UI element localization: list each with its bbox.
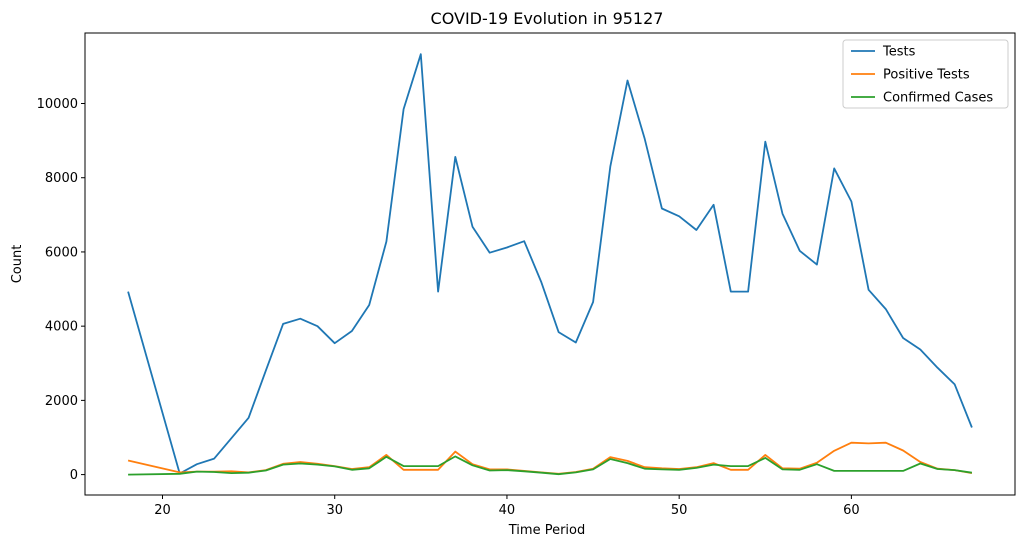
legend-label: Tests [882,45,916,60]
series-line-tests [127,53,973,475]
y-tick-label: 10000 [37,97,78,112]
chart-title: COVID-19 Evolution in 95127 [431,9,664,28]
y-tick-label: 2000 [45,394,78,409]
plot-area [84,32,1016,496]
series-lines [127,53,973,476]
y-tick-label: 4000 [45,320,78,335]
y-axis: 0 2000 4000 6000 8000 10000 [37,97,85,483]
legend-label: Confirmed Cases [883,91,993,106]
x-axis: 20 30 40 50 60 [154,495,860,518]
y-tick-label: 8000 [45,171,78,186]
y-axis-label: Count [10,245,25,284]
legend-label: Positive Tests [883,68,970,83]
legend-box [842,39,1009,109]
x-tick-label: 60 [843,503,860,518]
legend: Tests Positive Tests Confirmed Cases [842,39,1009,109]
x-tick-label: 20 [154,503,171,518]
y-tick-label: 6000 [45,245,78,260]
y-tick-label: 0 [70,468,78,483]
x-tick-label: 40 [499,503,516,518]
x-tick-label: 30 [326,503,343,518]
x-tick-label: 50 [671,503,688,518]
series-line-confirmed-cases [128,455,973,476]
x-axis-label: Time Period [508,523,585,538]
plot-frame [84,32,1016,496]
